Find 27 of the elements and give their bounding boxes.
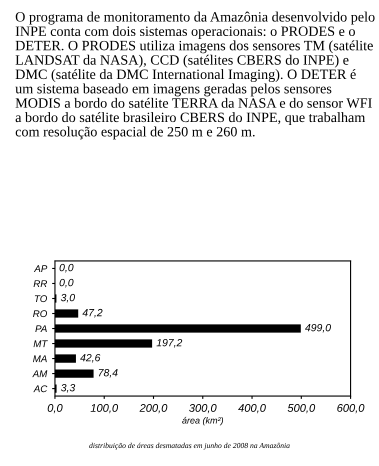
y-tick-label: AP (34, 265, 48, 272)
y-tick-label: RR (34, 280, 48, 288)
x-tick-label: 200,0 (140, 404, 168, 414)
data-label: 0,0 (60, 264, 74, 272)
x-axis-title: área (km²) (182, 416, 224, 426)
y-tick-label: PA (35, 325, 47, 332)
data-label: 499,0 (305, 324, 331, 333)
y-tick-label: TO (34, 295, 48, 302)
y-tick-label: AM (32, 370, 48, 378)
x-tick-label: 600,0 (337, 404, 364, 414)
x-tick-label: 0,0 (48, 404, 63, 414)
text: O programa de monitoramento da Amazônia desenvolvido pelo INPE conta com dois sistemas operacionais: o PRODES e o DETER. O PRODES utiliza imagens dos sensores TM (satélite LANDSAT da NASA), CCD (satélites CBERS do INPE) e DMC (satélite da DMC International Imaging). O DETER é um sistema baseado em imagens geradas pelos sensores MODIS a bordo do satélite TERRA da NASA e do sensor WFI a bordo do satélite brasileiro CBERS do INPE, que trabalham com resolução espacial de 250 m e 260 m. (15, 12, 375, 140)
data-label: 47,2 (82, 308, 102, 318)
y-tick-label: RO (33, 310, 48, 318)
data-label: 42,6 (80, 354, 100, 363)
x-tick-label: 100,0 (90, 404, 118, 414)
data-label: 197,2 (156, 338, 182, 348)
y-tick-label: MA (33, 355, 47, 362)
y-tick-label: AC (33, 385, 48, 392)
x-tick-label: 300,0 (189, 404, 217, 414)
x-tick-label: 400,0 (238, 404, 266, 414)
y-tick-label: MT (34, 340, 48, 348)
data-label: 3,3 (60, 384, 76, 393)
data-label: 3,0 (60, 294, 75, 303)
x-tick-label: 500,0 (288, 404, 316, 414)
data-label: 78,4 (98, 369, 118, 378)
data-label: 0,0 (60, 278, 74, 288)
